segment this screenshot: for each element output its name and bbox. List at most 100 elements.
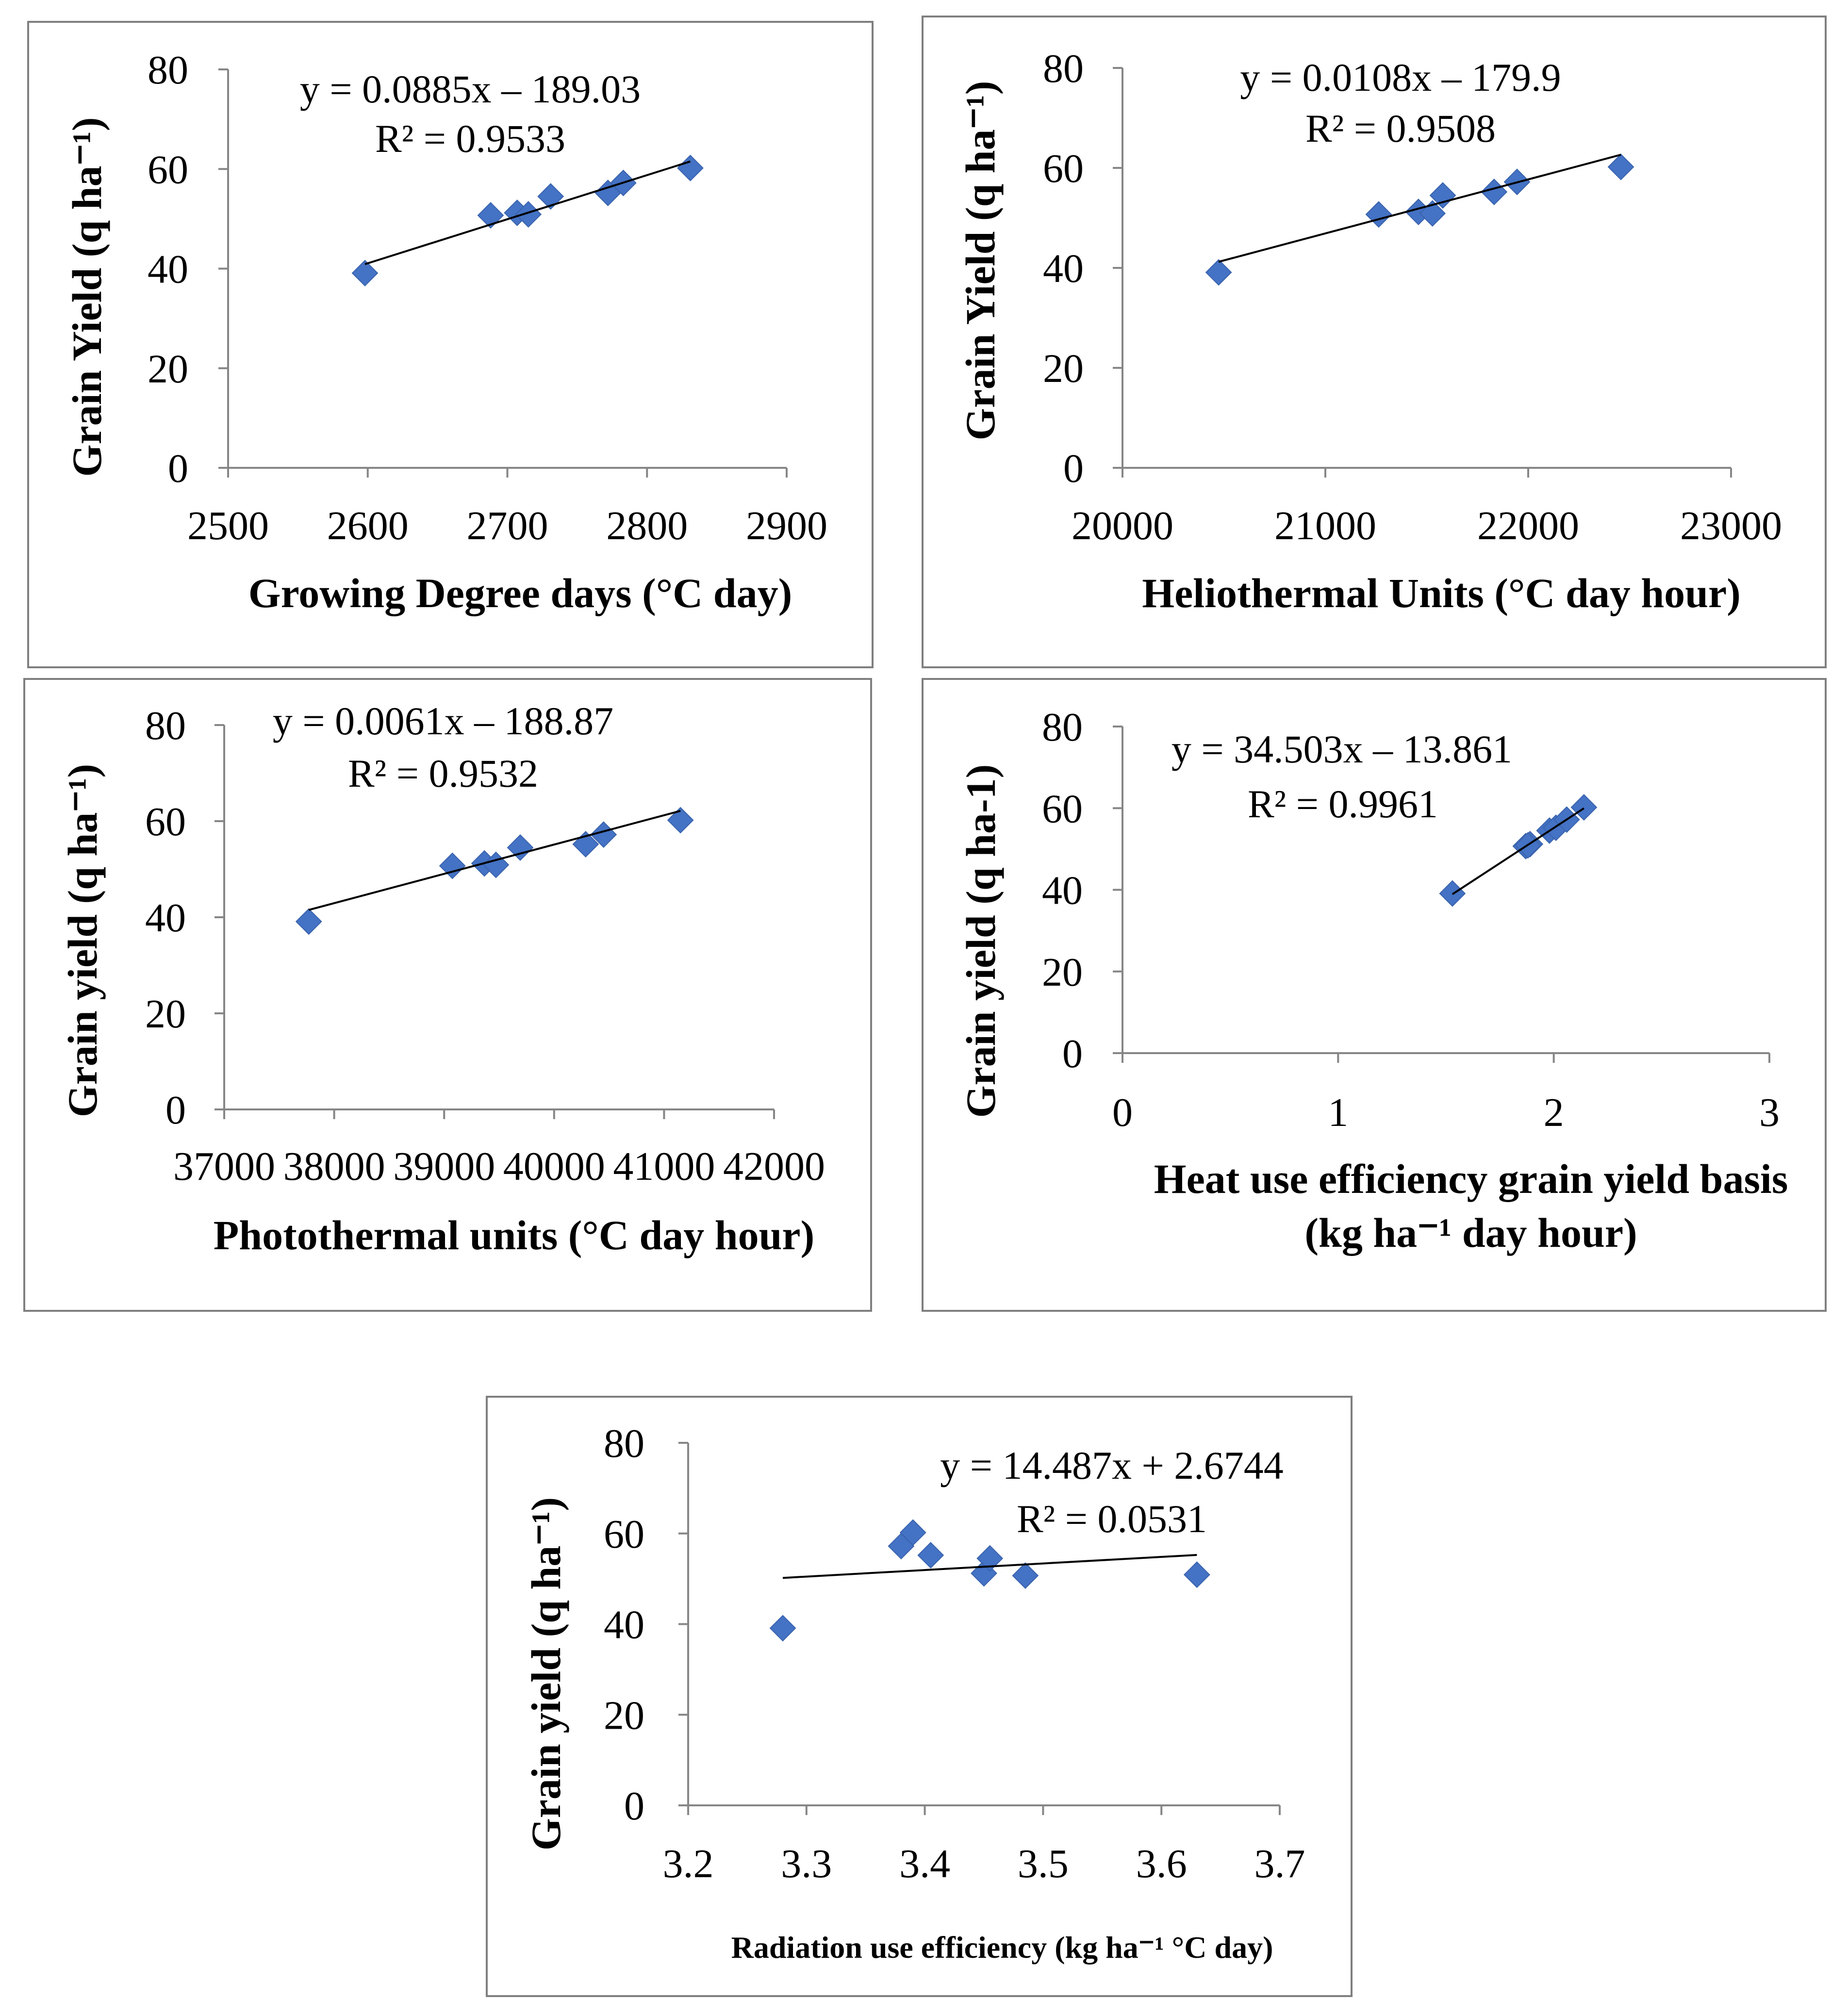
x-axis-title: Growing Degree days (°C day) xyxy=(248,570,792,616)
y-tick-label: 0 xyxy=(165,1088,186,1133)
data-point-diamond xyxy=(976,1545,1004,1572)
x-tick-label: 2800 xyxy=(606,503,688,548)
plot-area: 0 20 40 60 80 0 1 2 3 xyxy=(1042,705,1780,1135)
panel-border xyxy=(27,21,874,668)
chart-panel-heliothermal-units: 0 20 40 60 80 20000 21000 22000 23000 y = 0.0108… xyxy=(922,16,1827,668)
data-point-diamond xyxy=(507,834,534,861)
x-tick-label: 2900 xyxy=(746,503,827,548)
x-tick-label: 3.4 xyxy=(899,1841,950,1886)
y-tick-label: 80 xyxy=(1042,705,1083,750)
y-tick-label: 40 xyxy=(145,895,186,941)
data-point-diamond xyxy=(439,852,466,879)
y-tick-label: 20 xyxy=(1043,346,1084,391)
panel-border xyxy=(922,16,1827,668)
y-tick-label: 60 xyxy=(145,799,186,844)
y-tick-label: 40 xyxy=(604,1603,644,1648)
x-axis-title: Heliothermal Units (°C day hour) xyxy=(1142,570,1741,616)
x-axis-title: Photothermal units (°C day hour) xyxy=(214,1212,814,1258)
x-tick-label: 39000 xyxy=(393,1144,495,1189)
y-tick-label: 0 xyxy=(168,446,188,491)
plot-area: 0 20 40 60 80 20000 21000 22000 23000 xyxy=(1043,46,1782,548)
y-axis-title: Grain yield (q ha⁻¹) xyxy=(59,764,106,1117)
y-axis-title: Grain Yield (q ha⁻¹) xyxy=(957,81,1004,441)
y-axis-title: Grain yield (q ha-1) xyxy=(957,764,1004,1118)
x-tick-label: 40000 xyxy=(503,1144,605,1189)
x-tick-label: 2700 xyxy=(467,503,548,548)
y-tick-label: 0 xyxy=(1062,1031,1083,1076)
x-tick-label: 2600 xyxy=(327,503,409,548)
y-tick-label: 20 xyxy=(148,347,188,392)
y-tick-label: 40 xyxy=(1043,246,1084,291)
r-squared-label: R² = 0.9961 xyxy=(1248,782,1438,826)
trendline xyxy=(308,810,681,911)
trendline xyxy=(364,160,691,265)
r-squared-label: R² = 0.9533 xyxy=(375,116,565,161)
y-tick-label: 60 xyxy=(604,1512,644,1557)
y-tick-label: 60 xyxy=(148,147,188,192)
x-tick-label: 2 xyxy=(1544,1090,1564,1135)
y-tick-label: 0 xyxy=(624,1784,644,1829)
plot-area: 0 20 40 60 80 3.2 3.3 3.4 3.5 3.6 3.7 xyxy=(604,1421,1305,1886)
x-tick-label: 21000 xyxy=(1274,503,1376,548)
data-point-diamond xyxy=(1607,153,1634,181)
x-tick-label: 3 xyxy=(1759,1090,1780,1135)
y-tick-label: 80 xyxy=(1043,46,1084,91)
x-axis-title-line-1: Heat use efficiency grain yield basis xyxy=(1154,1156,1788,1202)
y-tick-label: 40 xyxy=(1042,868,1083,913)
chart-panel-radiation-use-efficiency: 0 20 40 60 80 3.2 3.3 3.4 3.5 3.6 3.7 y = 14.487x … xyxy=(486,1396,1353,1997)
x-axis-title: Radiation use efficiency (kg ha⁻¹ °C day… xyxy=(731,1930,1273,1965)
x-tick-label: 22000 xyxy=(1477,503,1579,548)
trendline xyxy=(1218,153,1621,263)
data-point-diamond xyxy=(295,908,322,935)
trendline-equation: y = 14.487x + 2.6744 xyxy=(940,1443,1284,1487)
r-squared-label: R² = 0.0531 xyxy=(1017,1497,1207,1541)
x-tick-label: 37000 xyxy=(173,1144,275,1189)
x-tick-label: 2500 xyxy=(187,503,269,548)
x-tick-label: 3.6 xyxy=(1136,1841,1187,1886)
x-tick-label: 42000 xyxy=(723,1144,825,1189)
x-tick-label: 3.5 xyxy=(1018,1841,1069,1886)
y-axis-title: Grain yield (q ha⁻¹) xyxy=(523,1497,569,1850)
data-point-diamond xyxy=(899,1519,926,1546)
trendline xyxy=(782,1553,1197,1579)
data-point-diamond xyxy=(590,821,617,848)
data-point-diamond xyxy=(351,260,379,287)
plot-area: 0 20 40 60 80 37000 38000 39000 40000 41000 42000 xyxy=(145,703,825,1189)
y-tick-label: 60 xyxy=(1043,146,1084,191)
x-tick-label: 3.7 xyxy=(1254,1841,1305,1886)
trendline-equation: y = 0.0061x – 188.87 xyxy=(273,699,613,743)
y-tick-label: 0 xyxy=(1063,446,1084,491)
data-point-diamond xyxy=(1570,794,1598,821)
trendline-equation: y = 34.503x – 13.861 xyxy=(1172,727,1512,771)
data-point-diamond xyxy=(1481,179,1508,205)
r-squared-label: R² = 0.9508 xyxy=(1305,106,1496,150)
x-tick-label: 3.2 xyxy=(663,1841,714,1886)
data-point-diamond xyxy=(1205,259,1232,286)
trendline-equation: y = 0.0885x – 189.03 xyxy=(300,67,641,111)
x-tick-label: 38000 xyxy=(283,1144,385,1189)
panel-border xyxy=(23,678,872,1312)
x-tick-label: 1 xyxy=(1328,1090,1348,1135)
y-tick-label: 80 xyxy=(604,1421,644,1466)
data-point-diamond xyxy=(1012,1562,1039,1589)
chart-panel-growing-degree-days: 0 20 40 60 80 2500 2600 2700 2800 2900 y = 0.0885… xyxy=(27,21,874,668)
x-tick-label: 20000 xyxy=(1072,503,1173,548)
y-tick-label: 20 xyxy=(604,1693,644,1738)
y-tick-label: 40 xyxy=(148,247,188,292)
y-tick-label: 60 xyxy=(1042,786,1083,831)
y-tick-label: 20 xyxy=(1042,950,1083,995)
y-tick-label: 20 xyxy=(145,991,186,1037)
data-point-diamond xyxy=(667,807,694,834)
y-tick-label: 80 xyxy=(148,48,188,93)
x-tick-label: 3.3 xyxy=(781,1841,832,1886)
x-tick-label: 23000 xyxy=(1680,503,1782,548)
y-tick-label: 80 xyxy=(145,703,186,748)
x-tick-label: 0 xyxy=(1112,1090,1133,1135)
r-squared-label: R² = 0.9532 xyxy=(348,751,538,795)
trendline xyxy=(1452,807,1584,895)
data-point-diamond xyxy=(1429,182,1456,209)
y-axis-title: Grain Yield (q ha⁻¹) xyxy=(64,117,110,477)
panel-border xyxy=(922,678,1827,1312)
